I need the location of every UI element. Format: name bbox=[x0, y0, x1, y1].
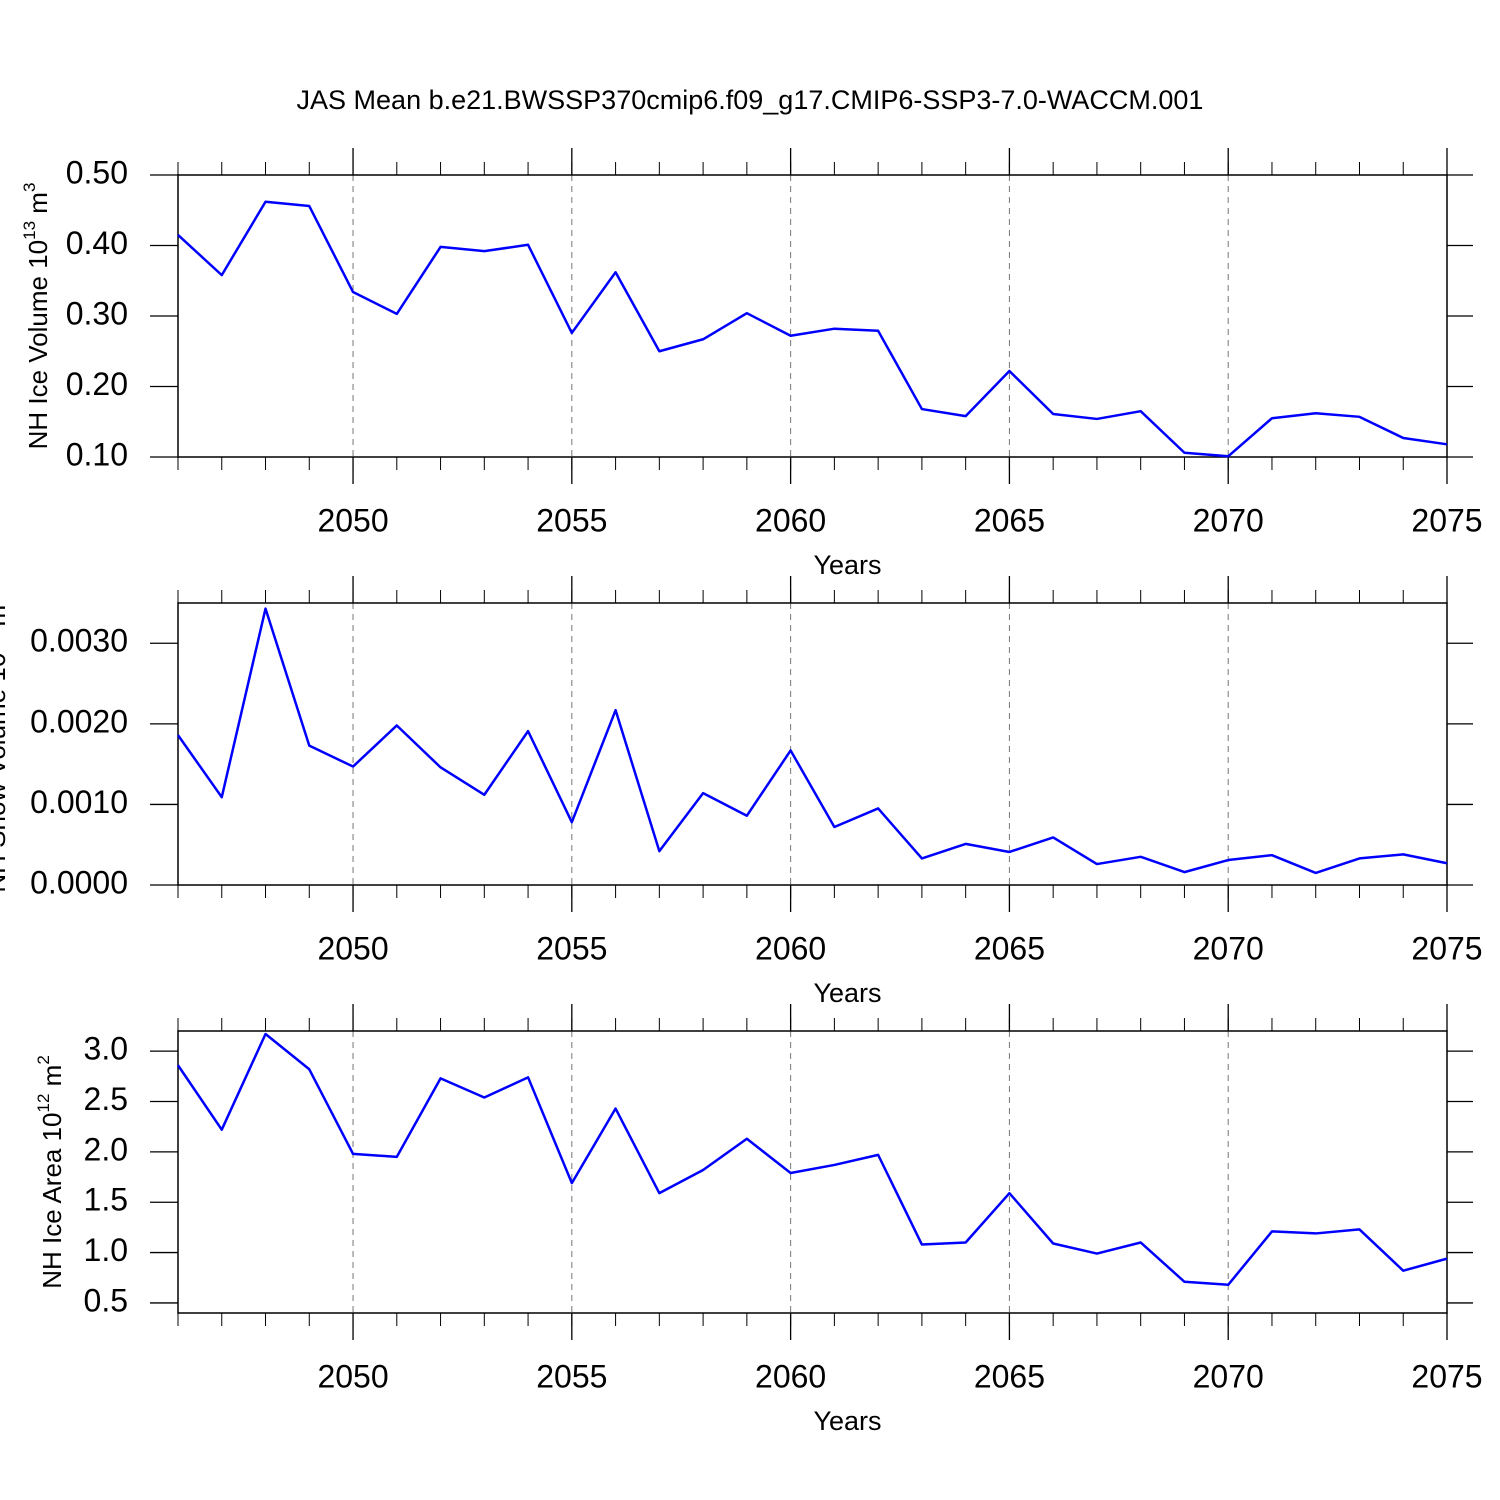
y-axis-label: NH Ice Volume 1013 m3 bbox=[20, 183, 53, 450]
y-axis-label-text: NH Snow Volume 10 bbox=[0, 653, 11, 893]
figure-title: JAS Mean b.e21.BWSSP370cmip6.f09_g17.CMI… bbox=[297, 85, 1204, 115]
x-tick-label: 2060 bbox=[755, 502, 826, 538]
x-tick-label: 2060 bbox=[755, 1358, 826, 1394]
x-axis-label: Years bbox=[813, 550, 881, 580]
y-tick-label: 0.0010 bbox=[30, 784, 128, 820]
x-tick-label: 2065 bbox=[974, 502, 1045, 538]
y-axis-label-unit-power: 2 bbox=[34, 1055, 53, 1064]
y-tick-label: 2.5 bbox=[84, 1081, 128, 1117]
y-tick-label: 0.0030 bbox=[30, 623, 128, 659]
y-tick-label: 0.30 bbox=[66, 295, 128, 331]
y-axis-label-power: 13 bbox=[20, 221, 39, 240]
x-tick-label: 2065 bbox=[974, 1358, 1045, 1394]
y-tick-label: 0.5 bbox=[84, 1282, 128, 1318]
plot-frame bbox=[177, 1030, 1448, 1314]
y-tick-label: 1.0 bbox=[84, 1232, 128, 1268]
data-line bbox=[177, 200, 1448, 458]
data-line bbox=[176, 607, 1448, 875]
y-tick-label: 2.0 bbox=[84, 1131, 128, 1167]
y-tick-label: 0.0020 bbox=[30, 703, 128, 739]
y-tick-label: 1.5 bbox=[84, 1182, 128, 1218]
y-tick-label: 0.10 bbox=[66, 436, 128, 472]
y-axis-label-unit-power: 3 bbox=[20, 183, 39, 192]
x-tick-label: 2070 bbox=[1193, 502, 1264, 538]
x-tick-label: 2075 bbox=[1411, 1358, 1482, 1394]
x-tick-label: 2070 bbox=[1193, 1358, 1264, 1394]
y-axis-label-unit: m bbox=[37, 1065, 67, 1094]
x-tick-label: 2065 bbox=[974, 930, 1045, 966]
y-tick-label: 0.50 bbox=[66, 154, 128, 190]
y-axis-label: NH Snow Volume 1013 m3 bbox=[0, 595, 11, 892]
data-line bbox=[176, 1032, 1448, 1287]
y-axis-label-unit: m bbox=[23, 192, 53, 221]
x-axis-label: Years bbox=[813, 978, 881, 1008]
x-tick-label: 2055 bbox=[536, 1358, 607, 1394]
y-tick-label: 0.20 bbox=[66, 366, 128, 402]
x-tick-label: 2075 bbox=[1411, 930, 1482, 966]
x-axis-label: Years bbox=[813, 1406, 881, 1436]
x-tick-label: 2075 bbox=[1411, 502, 1482, 538]
plot-frame bbox=[177, 602, 1448, 886]
x-tick-label: 2050 bbox=[317, 502, 388, 538]
x-tick-label: 2070 bbox=[1193, 930, 1264, 966]
x-tick-label: 2060 bbox=[755, 930, 826, 966]
y-axis-label: NH Ice Area 1012 m2 bbox=[34, 1055, 67, 1289]
y-tick-label: 0.40 bbox=[66, 225, 128, 261]
x-tick-label: 2055 bbox=[536, 930, 607, 966]
y-axis-label-text: NH Ice Area 10 bbox=[37, 1112, 67, 1288]
y-tick-label: 3.0 bbox=[84, 1031, 128, 1067]
y-axis-label-unit: m bbox=[0, 605, 11, 634]
x-tick-label: 2055 bbox=[536, 502, 607, 538]
y-axis-label-power: 12 bbox=[34, 1094, 53, 1113]
x-tick-label: 2050 bbox=[317, 930, 388, 966]
y-axis-label-text: NH Ice Volume 10 bbox=[23, 240, 53, 450]
plot-frame bbox=[177, 174, 1448, 458]
y-tick-label: 0.0000 bbox=[30, 864, 128, 900]
x-tick-label: 2050 bbox=[317, 1358, 388, 1394]
